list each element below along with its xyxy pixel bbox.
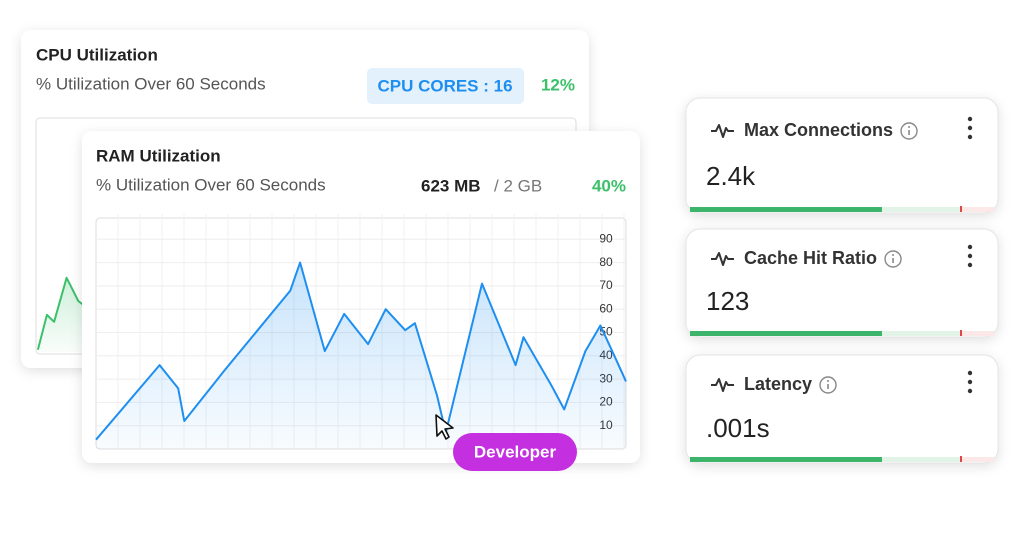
bar-ok (690, 457, 882, 462)
chart: 102030405060708090 (95, 214, 627, 449)
y-tick-label: 70 (599, 278, 613, 292)
pulse-icon (711, 378, 734, 392)
card-subtitle: % Utilization Over 60 Seconds (96, 175, 326, 194)
badge-label: Developer (474, 442, 557, 461)
menu-dot (967, 253, 973, 259)
metric-card: Max Connections 2.4k (685, 97, 999, 214)
cores-badge (367, 68, 524, 104)
bar-warn (882, 331, 960, 336)
info-icon-dot (908, 126, 911, 128)
bar-warn (882, 457, 960, 462)
menu-dot (967, 134, 973, 140)
card-bg (685, 354, 999, 464)
menu-dot (967, 370, 973, 376)
area-fill (96, 262, 626, 449)
metric-value: 2.4k (706, 161, 756, 191)
card-title: RAM Utilization (96, 146, 221, 165)
bar-crit (962, 207, 994, 212)
pulse-icon (711, 252, 734, 266)
chart (36, 276, 91, 352)
overlay: Developer (435, 414, 577, 471)
metric-cards: Max Connections 2.4k Cache Hit Ratio 123 Lat… (685, 97, 999, 464)
metric-label: Cache Hit Ratio (744, 248, 877, 268)
info-icon (900, 122, 918, 140)
bar-crit (962, 457, 994, 462)
pulse-icon (711, 124, 734, 138)
bar-crit (962, 331, 994, 336)
cores-label: CPU CORES : 16 (377, 76, 512, 95)
card-bg (685, 228, 999, 338)
info-icon (819, 376, 837, 394)
menu-dot (967, 244, 973, 250)
ram-card: RAM Utilization % Utilization Over 60 Se… (82, 131, 640, 463)
menu-dot (967, 116, 973, 122)
bar-marker (960, 330, 962, 336)
menu-dot (967, 125, 973, 131)
ram-percent: 40% (592, 176, 626, 195)
bar-ok (690, 207, 882, 212)
menu-dot (967, 388, 973, 394)
bar-marker (960, 456, 962, 462)
info-icon (884, 250, 902, 268)
cpu-percent: 12% (541, 75, 575, 94)
metric-value: 123 (706, 286, 749, 316)
metric-card: Cache Hit Ratio 123 (685, 228, 999, 338)
developer-badge (453, 433, 577, 471)
ram-used: 623 MB (421, 176, 481, 195)
ram-total: / 2 GB (494, 176, 542, 195)
card-bg (685, 97, 999, 214)
metric-label: Latency (744, 374, 812, 394)
metric-value: .001s (706, 413, 770, 443)
bar-marker (960, 206, 962, 212)
y-tick-label: 90 (599, 231, 613, 245)
menu-dot (967, 379, 973, 385)
bar-warn (882, 207, 960, 212)
line (95, 261, 627, 441)
card-subtitle: % Utilization Over 60 Seconds (36, 74, 266, 93)
area-fill (37, 277, 90, 352)
info-icon-dot (827, 380, 830, 382)
card-title: CPU Utilization (36, 45, 158, 64)
y-tick-label: 60 (599, 301, 613, 315)
bar-ok (690, 331, 882, 336)
line (36, 276, 91, 350)
cursor (435, 414, 454, 440)
y-tick-label: 80 (599, 255, 613, 269)
info-icon-dot (892, 254, 895, 256)
metric-card: Latency .001s (685, 354, 999, 464)
metric-label: Max Connections (744, 120, 893, 140)
menu-dot (967, 262, 973, 268)
